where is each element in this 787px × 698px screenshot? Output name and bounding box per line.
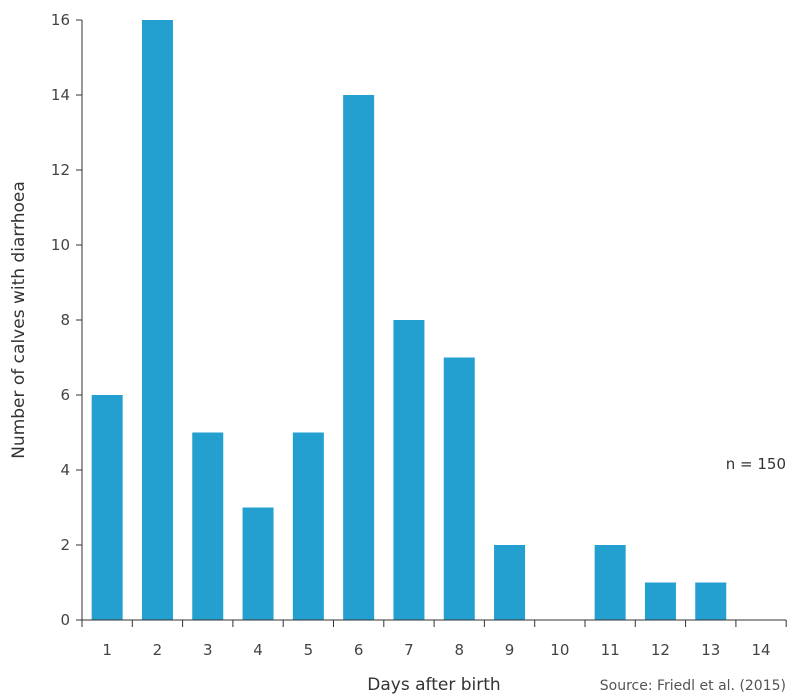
y-tick-label: 10 (51, 236, 70, 254)
x-tick-label: 10 (550, 641, 569, 659)
y-tick-label: 2 (60, 536, 70, 554)
bar-day-7 (393, 320, 425, 620)
bar-day-6 (343, 95, 375, 620)
x-tick-label: 14 (752, 641, 771, 659)
sample-size-annotation: n = 150 (726, 455, 786, 473)
bar-day-5 (292, 432, 324, 620)
bar-day-11 (594, 545, 626, 620)
x-tick-label: 13 (701, 641, 720, 659)
bars-group (91, 20, 727, 620)
x-tick-label: 7 (404, 641, 414, 659)
x-tick-label: 2 (153, 641, 163, 659)
bar-day-2 (141, 20, 173, 620)
x-tick-label: 9 (505, 641, 515, 659)
x-tick-label: 1 (102, 641, 112, 659)
bar-day-8 (443, 357, 475, 620)
x-axis-title: Days after birth (367, 675, 500, 695)
x-tick-label: 3 (203, 641, 213, 659)
y-tick-label: 8 (60, 311, 70, 329)
y-tick-label: 0 (60, 611, 70, 629)
source-note: Source: Friedl et al. (2015) (600, 678, 786, 694)
y-axis-title: Number of calves with diarrhoea (9, 181, 29, 459)
x-tick-label: 8 (454, 641, 464, 659)
y-tick-label: 12 (51, 161, 70, 179)
y-tick-label: 6 (60, 386, 70, 404)
bar-day-3 (192, 432, 224, 620)
x-tick-label: 11 (601, 641, 620, 659)
x-tick-label: 4 (253, 641, 263, 659)
y-tick-label: 16 (51, 11, 70, 29)
x-tick-label: 6 (354, 641, 364, 659)
bar-day-12 (644, 582, 676, 620)
y-axis-ticks: 0 2 4 6 8 10 12 14 16 (51, 11, 82, 629)
y-tick-label: 14 (51, 86, 70, 104)
x-tick-label: 5 (304, 641, 314, 659)
bar-day-1 (91, 395, 123, 620)
bar-day-4 (242, 507, 274, 620)
bar-day-9 (494, 545, 526, 620)
x-tick-label: 12 (651, 641, 670, 659)
bar-day-13 (695, 582, 727, 620)
x-axis-ticks: 1 2 3 4 5 6 7 8 9 10 11 12 13 14 (81, 620, 787, 659)
y-tick-label: 4 (60, 461, 70, 479)
